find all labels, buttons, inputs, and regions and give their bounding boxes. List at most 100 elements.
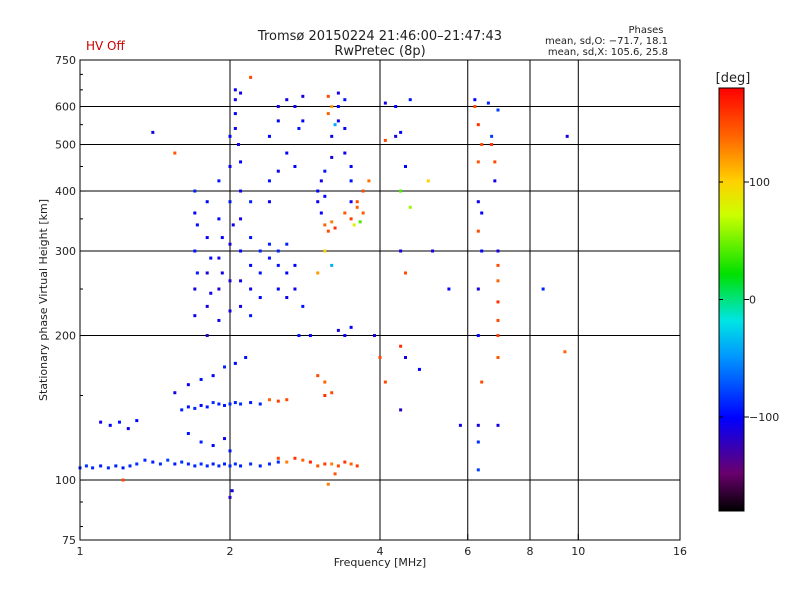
data-point — [330, 391, 334, 395]
data-point — [293, 164, 297, 168]
data-point — [394, 134, 398, 138]
hv-status: HV Off — [86, 39, 125, 53]
data-point — [217, 402, 221, 406]
data-point — [349, 179, 353, 183]
data-point — [249, 314, 253, 318]
data-point — [205, 304, 209, 308]
data-point — [217, 217, 221, 221]
data-point — [316, 374, 320, 378]
data-point — [361, 189, 365, 193]
data-point — [193, 211, 197, 215]
data-point — [223, 403, 227, 407]
grid-lines — [80, 60, 680, 540]
data-point — [223, 462, 227, 466]
data-point — [285, 98, 289, 102]
x-tick-label: 4 — [377, 545, 384, 558]
data-point — [301, 304, 305, 308]
data-point — [228, 449, 232, 453]
data-point — [239, 217, 243, 221]
data-point — [480, 380, 484, 384]
data-point — [493, 179, 497, 183]
data-point — [228, 134, 232, 138]
data-point — [249, 75, 253, 79]
data-point — [186, 462, 190, 466]
data-point — [233, 462, 237, 466]
data-point — [228, 279, 232, 283]
x-ticks: 1 2 4 6 8 10 16 — [77, 534, 687, 558]
data-point — [249, 401, 253, 405]
data-point — [473, 105, 477, 109]
data-point — [316, 189, 320, 193]
data-point — [285, 296, 289, 300]
data-point — [223, 437, 227, 441]
data-point — [193, 406, 197, 410]
data-point — [355, 205, 359, 209]
data-point — [267, 462, 271, 466]
data-point — [378, 355, 382, 359]
data-point — [186, 405, 190, 409]
data-point — [267, 256, 271, 260]
data-point — [239, 402, 243, 406]
data-point — [249, 236, 253, 240]
data-point — [323, 223, 327, 227]
data-point — [186, 383, 190, 387]
x-tick-label: 8 — [527, 545, 534, 558]
data-point — [285, 460, 289, 464]
data-point — [258, 249, 262, 253]
data-point — [326, 229, 330, 233]
data-point — [349, 325, 353, 329]
data-point — [276, 287, 280, 291]
data-point — [173, 462, 177, 466]
data-point — [236, 143, 240, 147]
colorbar-tick-label: 100 — [749, 176, 770, 189]
data-point — [211, 444, 215, 448]
data-point — [343, 211, 347, 215]
data-point — [480, 143, 484, 147]
data-point — [476, 334, 480, 338]
data-point — [228, 495, 232, 499]
data-point — [565, 134, 569, 138]
data-point — [323, 462, 327, 466]
data-point — [239, 304, 243, 308]
data-point — [258, 464, 262, 468]
data-point — [180, 408, 184, 412]
data-point — [276, 263, 280, 267]
data-point — [285, 151, 289, 155]
y-axis-label: Stationary phase Virtual Height [km] — [37, 199, 50, 401]
data-point — [399, 130, 403, 134]
data-point — [205, 236, 209, 240]
data-point — [233, 401, 237, 405]
data-point — [361, 211, 365, 215]
data-point — [285, 271, 289, 275]
data-point — [476, 423, 480, 427]
data-point — [476, 160, 480, 164]
data-point — [301, 458, 305, 462]
data-point — [209, 291, 213, 295]
data-point — [383, 380, 387, 384]
data-point — [326, 112, 330, 116]
data-point — [193, 314, 197, 318]
data-point — [239, 91, 243, 95]
data-point — [220, 271, 224, 275]
y-tick-label: 400 — [55, 185, 76, 198]
data-point — [239, 249, 243, 253]
data-point — [249, 200, 253, 204]
data-point — [276, 399, 280, 403]
data-point — [276, 105, 280, 109]
data-point — [349, 462, 353, 466]
data-point — [399, 344, 403, 348]
data-point — [228, 464, 232, 468]
data-point — [99, 464, 103, 468]
data-point — [349, 217, 353, 221]
data-point — [211, 401, 215, 405]
data-point — [228, 402, 232, 406]
data-point — [217, 318, 221, 322]
data-point — [323, 194, 327, 198]
data-point — [496, 300, 500, 304]
data-point — [408, 98, 412, 102]
colorbar-tick-label: 0 — [749, 294, 756, 307]
data-point — [336, 328, 340, 332]
data-point — [336, 464, 340, 468]
data-point — [333, 226, 337, 230]
